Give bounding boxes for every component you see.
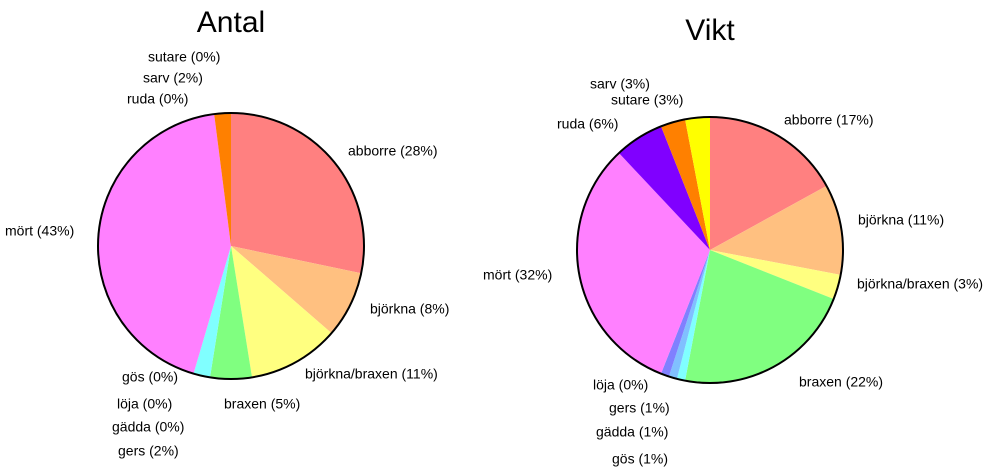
slice-label: abborre (17%) [784,112,874,128]
chart-title: Vikt [685,14,735,47]
slice-label: gers (1%) [609,400,670,416]
slice-label: gös (1%) [612,451,668,467]
pie-slice [231,246,332,378]
chart-title: Antal [197,6,265,39]
slice-label: ruda (0%) [127,91,188,107]
pie-slice [661,250,710,377]
pie-slice [618,126,710,250]
pie-slice [193,246,231,378]
slice-label: sutare (0%) [148,49,220,65]
pie-slice [661,119,710,250]
pie-slice [231,246,362,334]
pie-outline [576,116,844,384]
slice-label: mört (43%) [5,223,74,239]
slice-label: gädda (1%) [596,424,668,440]
pie-slice [231,113,365,274]
slice-label: gers (2%) [118,443,179,459]
slice-label: gädda (0%) [112,419,184,435]
slice-label: björkna/braxen (11%) [305,366,438,382]
slice-label: sutare (3%) [611,92,683,108]
slice-label: sarv (3%) [590,76,650,92]
pie-slice [97,114,232,374]
pie-slice [214,113,231,246]
slice-label: braxen (5%) [224,396,300,412]
pie-slice [676,250,710,381]
pie-slice [710,250,841,299]
slice-label: abborre (28%) [348,143,438,159]
slice-label: löja (0%) [593,377,648,393]
slice-label: björkna (11%) [858,212,944,228]
pie-slice [209,246,253,379]
slice-label: sarv (2%) [143,70,203,86]
slice-label: björkna/braxen (3%) [857,276,983,292]
pie-slice [685,117,710,250]
pie-outline [97,112,365,380]
slice-label: gös (0%) [122,369,178,385]
slice-label: ruda (6%) [557,116,618,132]
pie-slice [668,250,710,379]
slice-label: mört (32%) [483,267,552,283]
slice-label: braxen (22%) [799,374,883,390]
slice-label: björkna (8%) [370,301,449,317]
slice-label: löja (0%) [117,396,172,412]
pie-slice [576,153,710,374]
pie-slice [710,185,844,275]
